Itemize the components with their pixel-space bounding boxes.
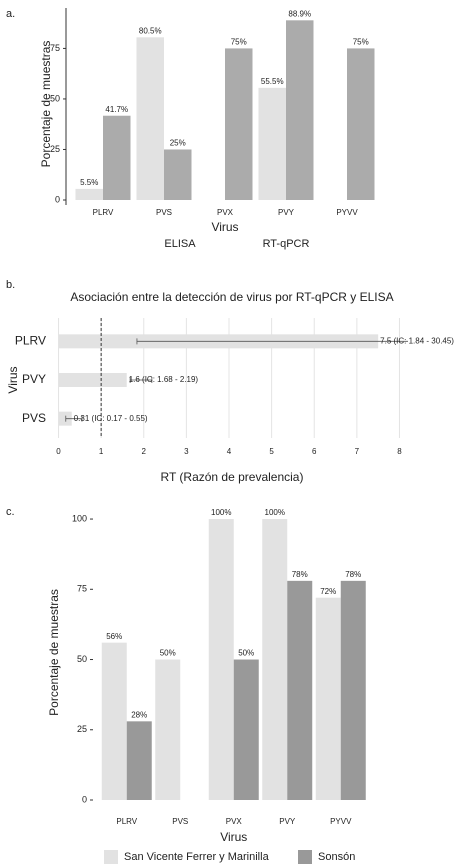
value-label: 100% (265, 508, 285, 517)
value-label: 88.9% (288, 9, 311, 18)
y-tick-label: 0 (82, 794, 87, 804)
bar (208, 519, 234, 800)
value-label: 75% (353, 38, 369, 47)
x-tick-label: 1 (99, 447, 104, 456)
bar (58, 373, 127, 387)
value-label: 1.6 (IC: 1.68 - 2.19) (129, 375, 199, 384)
value-label: 5.5% (80, 178, 98, 187)
x-tick-label: PVS (156, 208, 172, 217)
bar (155, 659, 181, 800)
x-tick-label: 0 (56, 447, 61, 456)
x-tick-label: 4 (227, 447, 232, 456)
panel-label: b. (6, 279, 15, 291)
y-tick-label: 75 (77, 584, 87, 594)
legend-swatch (104, 850, 118, 864)
bar (75, 188, 103, 200)
legend-label: San Vicente Ferrer y Marinilla (124, 851, 270, 863)
value-label: 28% (131, 710, 147, 719)
value-label: 100% (211, 508, 231, 517)
bar (262, 519, 288, 800)
y-tick-label: 75 (50, 43, 60, 53)
bar (58, 411, 72, 426)
x-tick-label: 2 (142, 447, 147, 456)
x-tick-label: 5 (269, 447, 274, 456)
legend-label: RT-qPCR (263, 238, 310, 250)
value-label: 41.7% (105, 105, 128, 114)
x-tick-label: PVX (226, 817, 243, 826)
x-tick-label: PVS (172, 817, 188, 826)
legend-label: ELISA (164, 238, 196, 250)
y-tick-label: 25 (77, 724, 87, 734)
bar (103, 115, 131, 200)
value-label: 50% (238, 649, 254, 658)
value-label: 80.5% (139, 26, 162, 35)
x-tick-label: PVY (279, 817, 296, 826)
bar (164, 149, 192, 200)
value-label: 0.31 (IC: 0.17 - 0.55) (74, 414, 148, 423)
bar (286, 20, 314, 201)
y-tick-label: 50 (77, 654, 87, 664)
bar (258, 87, 286, 200)
value-label: 75% (231, 38, 247, 47)
y-tick-label: PVY (22, 372, 46, 386)
x-tick-label: PLRV (93, 208, 114, 217)
y-axis-title: Porcentaje de muestras (47, 589, 61, 716)
x-tick-label: PLRV (116, 817, 137, 826)
value-label: 25% (170, 139, 186, 148)
y-tick-label: 50 (50, 93, 60, 103)
bar (347, 48, 375, 200)
bar (225, 48, 253, 200)
bar (315, 597, 341, 800)
value-label: 72% (320, 587, 336, 596)
x-tick-label: PVX (217, 208, 234, 217)
panel-label: a. (6, 8, 15, 20)
value-label: 78% (292, 570, 308, 579)
y-axis-title: Porcentaje de muestras (39, 41, 53, 168)
y-tick-label: PVS (22, 411, 46, 425)
legend-swatch (298, 850, 312, 864)
x-tick-label: 8 (397, 447, 402, 456)
x-axis-title: RT (Razón de prevalencia) (161, 470, 304, 484)
y-tick-label: PLRV (15, 334, 46, 348)
value-label: 50% (160, 649, 176, 658)
y-tick-label: 100 (72, 513, 87, 523)
bar (287, 580, 313, 800)
bar (340, 580, 366, 800)
x-tick-label: 6 (312, 447, 317, 456)
y-tick-label: 25 (50, 144, 60, 154)
value-label: 56% (106, 632, 122, 641)
x-tick-label: PYVV (330, 817, 352, 826)
value-label: 55.5% (261, 77, 284, 86)
x-axis-title: Virus (211, 220, 238, 234)
bar (136, 37, 164, 200)
panel-label: c. (6, 506, 15, 518)
x-tick-label: PYVV (336, 208, 358, 217)
x-tick-label: 7 (355, 447, 360, 456)
chart-title: Asociación entre la detección de virus p… (70, 290, 393, 304)
y-tick-label: 0 (55, 194, 60, 204)
legend-label: Sonsón (318, 851, 355, 863)
plot-clip (58, 334, 408, 426)
bar (126, 721, 152, 800)
value-label: 7.5 (IC: 1.84 - 30.45) (380, 336, 454, 345)
bar (101, 642, 127, 800)
value-label: 78% (345, 570, 361, 579)
x-axis-title: Virus (220, 830, 247, 844)
x-tick-label: 3 (184, 447, 189, 456)
x-tick-label: PVY (278, 208, 295, 217)
bar (233, 659, 259, 800)
y-axis-title: Virus (6, 366, 20, 393)
